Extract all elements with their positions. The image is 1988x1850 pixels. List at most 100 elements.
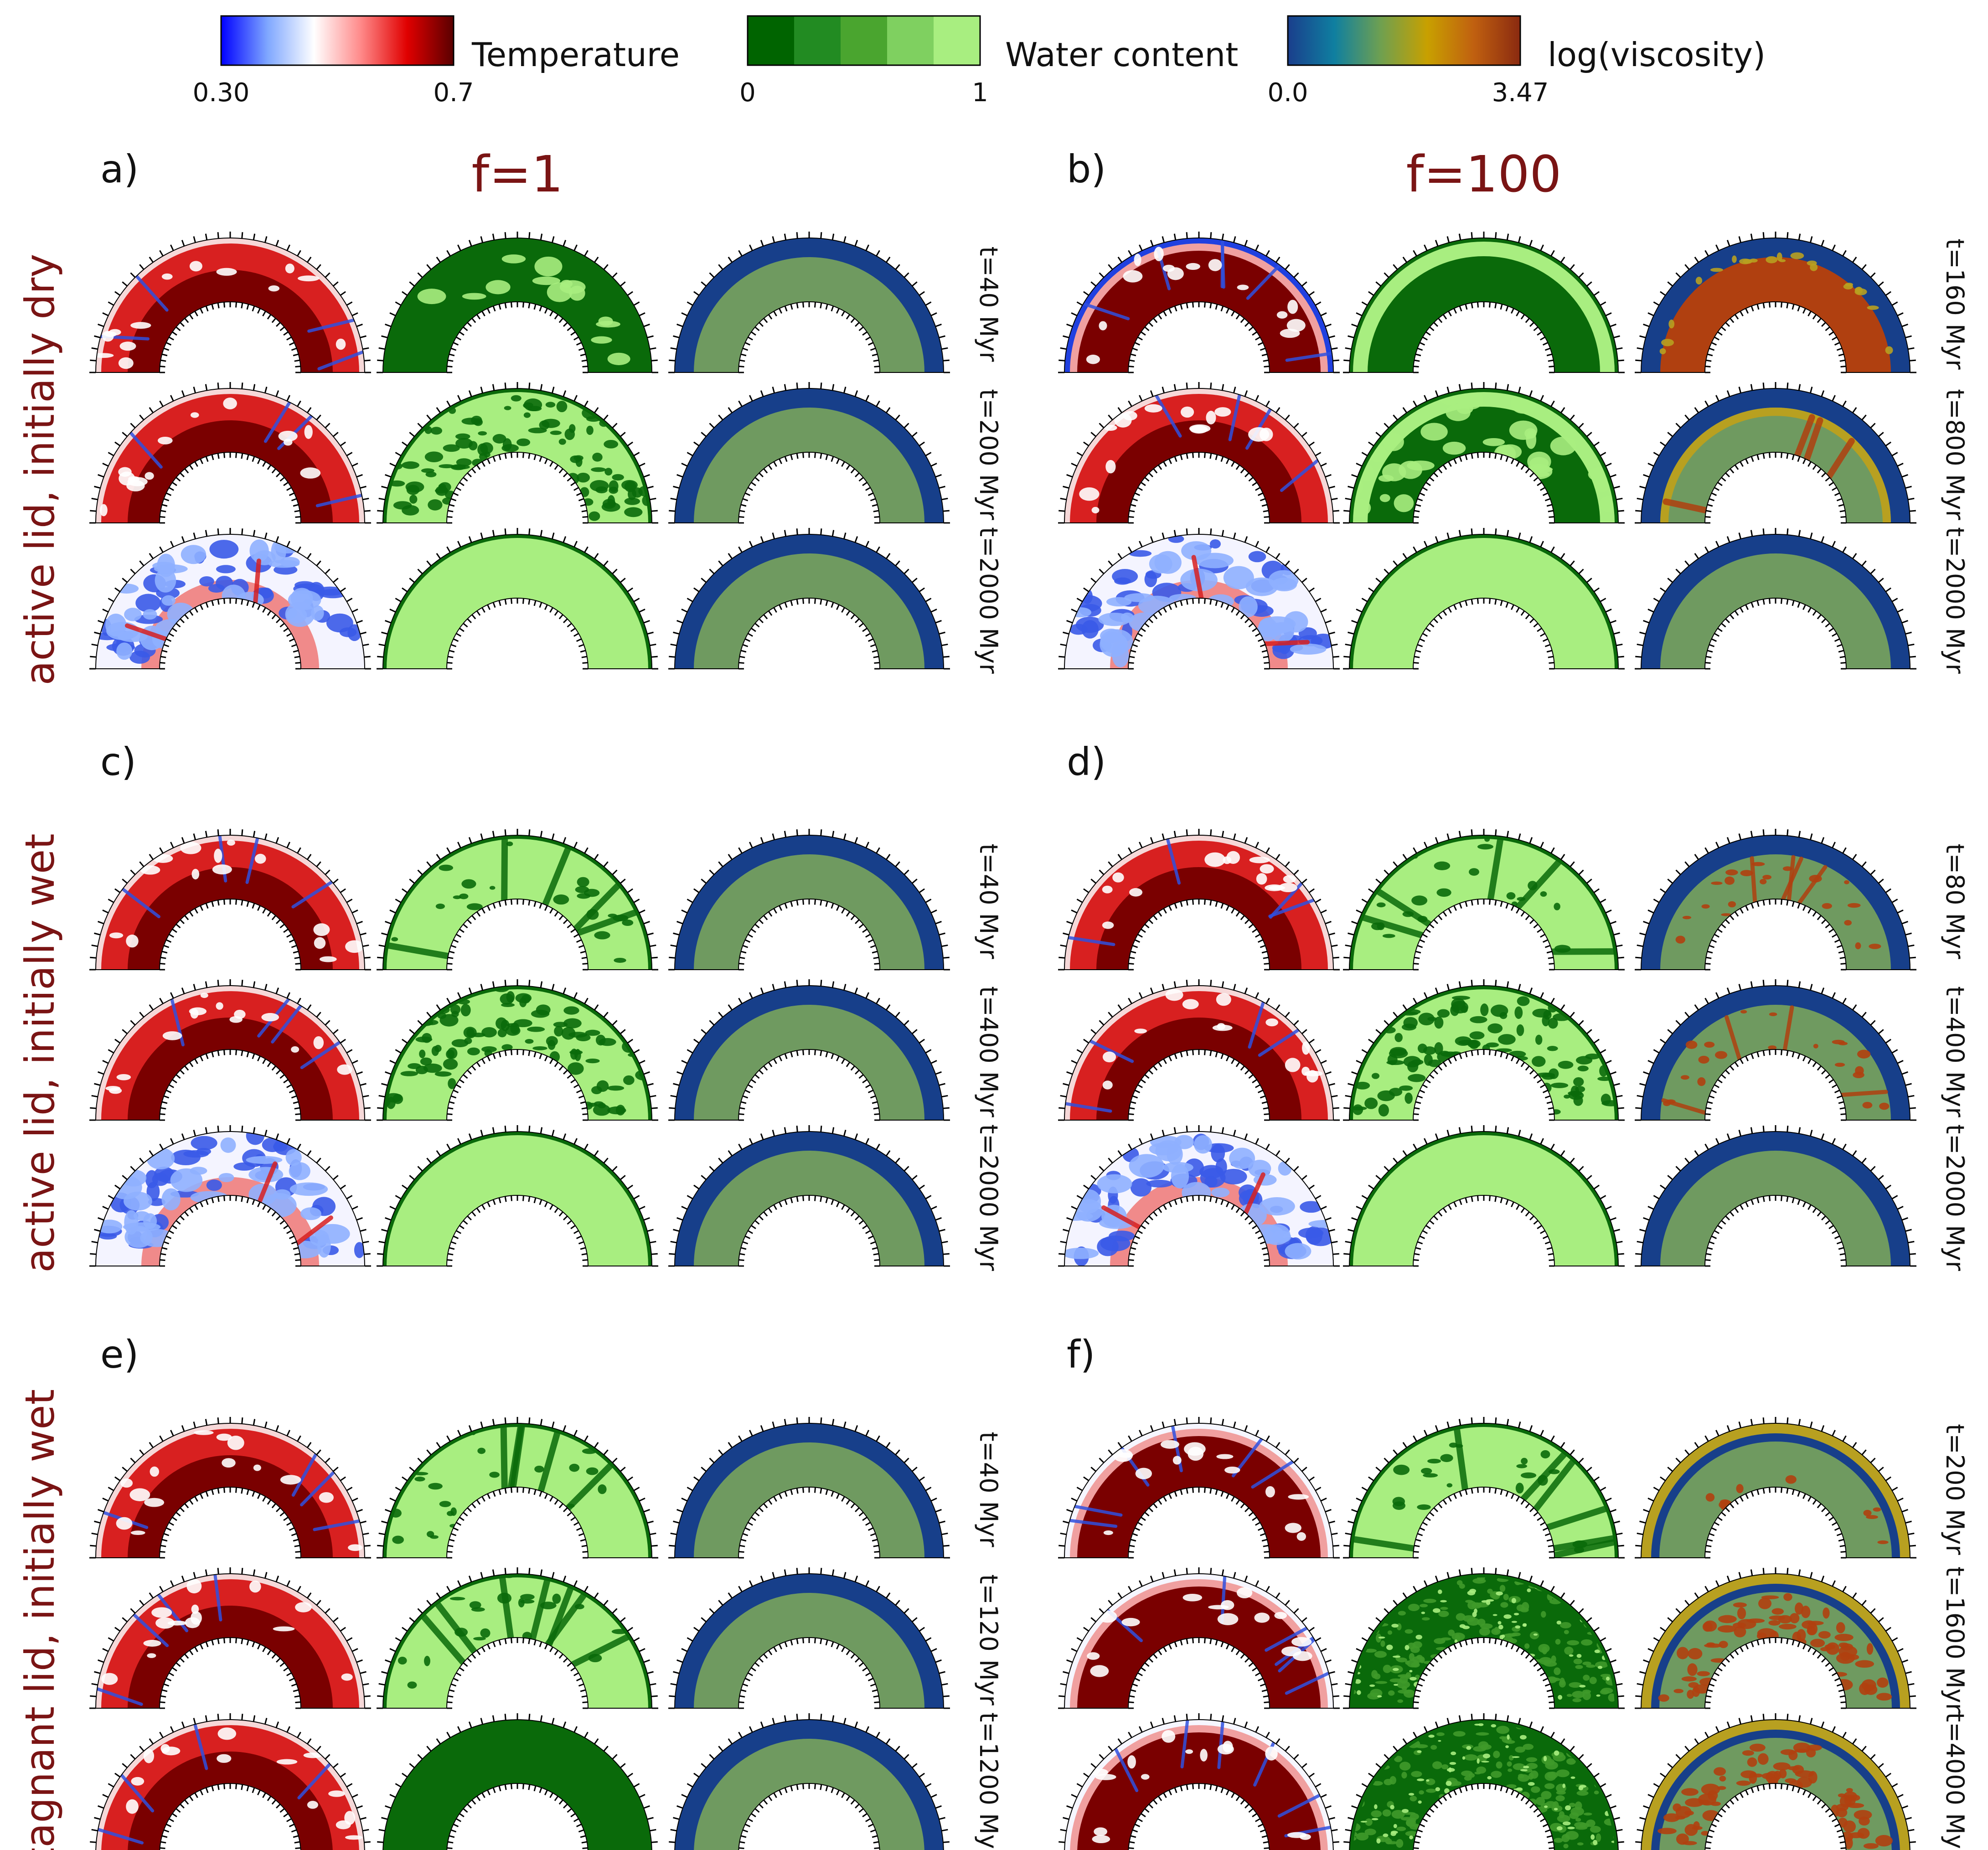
annulus-feature <box>1246 263 1281 300</box>
annulus-feature <box>285 264 294 274</box>
annulus-feature <box>1162 1730 1176 1743</box>
annulus-feature <box>489 886 496 890</box>
annulus-feature <box>1288 1494 1309 1500</box>
annulus-feature <box>109 1087 122 1094</box>
annulus-feature <box>1193 1135 1212 1154</box>
annulus-ticks <box>668 232 950 373</box>
annulus-ticks <box>668 979 950 1121</box>
annulus-feature <box>1503 1614 1512 1619</box>
annulus-feature <box>1249 857 1270 863</box>
water-plot <box>377 232 658 373</box>
annulus-feature <box>1493 1751 1500 1758</box>
annulus-feature <box>1409 1670 1413 1673</box>
annulus-feature <box>392 1535 404 1544</box>
time-label: t=2000 Myr <box>974 527 1003 674</box>
annulus-feature <box>1782 866 1792 871</box>
annulus-feature <box>1426 1779 1430 1782</box>
annulus-feature <box>1434 1042 1443 1055</box>
annulus-feature <box>212 864 232 875</box>
annulus-feature <box>1449 1442 1458 1448</box>
annulus-feature <box>469 1601 481 1609</box>
annulus-feature <box>1836 1803 1849 1811</box>
annulus-ticks <box>668 1417 950 1559</box>
annulus-feature <box>624 497 640 505</box>
annulus-feature <box>313 1519 361 1531</box>
annulus-ticks <box>1058 382 1340 524</box>
annulus-ticks <box>89 232 371 373</box>
annulus-feature <box>1217 1744 1234 1755</box>
annulus-feature <box>1569 1654 1574 1657</box>
annulus-feature <box>1547 1046 1558 1051</box>
annulus-feature <box>1069 607 1092 618</box>
annulus-ticks <box>1343 829 1625 971</box>
annulus-feature <box>1480 1003 1489 1016</box>
annulus-feature <box>1554 1808 1558 1811</box>
annulus-feature <box>1516 1464 1528 1468</box>
annulus-feature <box>1823 1607 1830 1619</box>
annulus-feature <box>1105 460 1116 474</box>
annulus-feature <box>1544 1805 1548 1808</box>
water-plot <box>1343 1713 1624 1850</box>
annulus-feature <box>140 865 160 875</box>
annulus-ticks <box>669 1713 950 1849</box>
annulus-feature <box>1554 945 1571 953</box>
annulus-feature <box>1487 835 1504 903</box>
annulus-feature <box>573 455 583 461</box>
annulus-feature <box>1455 1444 1463 1448</box>
annulus-feature <box>1566 1694 1572 1697</box>
annulus-feature <box>432 1598 478 1655</box>
annulus-feature <box>1749 1772 1757 1784</box>
annulus-feature <box>1526 1763 1538 1769</box>
annulus-feature <box>593 1104 610 1116</box>
annulus-feature <box>135 594 161 612</box>
annulus-feature <box>1217 1720 1224 1769</box>
annulus-feature <box>194 1430 214 1435</box>
annulus-feature <box>1499 1012 1508 1019</box>
annulus-feature <box>527 406 542 412</box>
annulus-feature <box>1515 1625 1521 1629</box>
annulus-feature <box>104 331 117 337</box>
annulus-feature <box>1399 1676 1408 1684</box>
annulus-feature <box>1506 1784 1517 1788</box>
annulus-feature <box>1559 1679 1566 1688</box>
annulus-feature <box>1579 1685 1586 1688</box>
annulus-feature <box>220 1137 236 1153</box>
annulus-feature <box>1165 989 1183 1001</box>
annulus-ticks <box>377 1417 658 1559</box>
annulus-feature <box>1171 1164 1189 1189</box>
annulus-feature <box>624 507 643 517</box>
annulus-ticks <box>1343 382 1625 524</box>
time-label: t=120 Myr <box>974 1574 1003 1705</box>
annulus-feature <box>1292 1651 1312 1661</box>
annulus-feature <box>1258 1028 1301 1057</box>
annulus-feature <box>1844 920 1852 926</box>
colorbar-viscosity-label: log(viscosity) <box>1548 36 1766 74</box>
annulus-feature <box>451 1039 469 1048</box>
annulus-feature <box>129 431 163 469</box>
annulus-feature <box>1498 1624 1503 1630</box>
annulus-feature <box>303 1752 322 1758</box>
annulus-feature <box>253 1464 261 1471</box>
annulus-feature <box>1467 1590 1476 1596</box>
annulus-feature <box>561 1027 576 1040</box>
annulus-feature <box>1437 1589 1442 1594</box>
annulus-feature <box>497 1592 512 1604</box>
annulus-feature <box>447 1511 454 1516</box>
annulus-feature <box>1209 539 1221 549</box>
annulus-feature <box>623 1075 635 1085</box>
annulus-feature <box>1511 1598 1516 1603</box>
annulus-feature <box>1449 1762 1456 1765</box>
annulus-feature <box>1768 1045 1777 1050</box>
annulus-ticks <box>1635 829 1916 971</box>
annulus-feature <box>1184 1158 1204 1177</box>
annulus-feature <box>1508 1050 1526 1058</box>
annulus-feature <box>1114 413 1132 428</box>
annulus-feature <box>567 1504 575 1508</box>
annulus-feature <box>313 923 330 936</box>
annulus-feature <box>1675 935 1685 944</box>
annulus-feature <box>1456 403 1473 414</box>
annulus-feature <box>1129 612 1161 632</box>
viscosity-plot <box>668 1567 950 1709</box>
annulus-feature <box>1790 252 1804 259</box>
annulus-feature <box>1538 1643 1550 1653</box>
